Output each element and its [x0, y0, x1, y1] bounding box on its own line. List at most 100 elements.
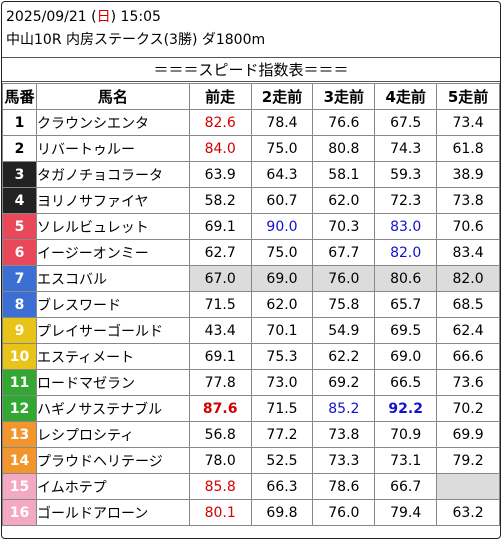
table-row: 14 プラウドヘリテージ 78.0 52.5 73.3 73.1 79.2 — [2, 447, 500, 474]
speed-index-value: 66.7 — [374, 473, 438, 500]
horse-name: ロードマゼラン — [35, 369, 190, 396]
speed-index-value: 73.6 — [436, 369, 500, 396]
horse-name: レシプロシティ — [35, 421, 190, 448]
speed-index-value: 76.6 — [312, 109, 376, 136]
race-title: 中山10R 内房ステークス(3勝) ダ1800m — [6, 32, 266, 48]
horse-number: 2 — [2, 135, 37, 162]
race-weekday: 日 — [96, 9, 111, 25]
table-header-row: 馬番 馬名 前走 2走前 3走前 4走前 5走前 — [2, 83, 500, 110]
race-datetime: 2025/09/21 (日) 15:05 — [6, 9, 161, 25]
col-header-last-race: 前走 — [188, 83, 252, 110]
horse-name: クラウンシエンタ — [35, 109, 190, 136]
speed-index-value: 73.4 — [436, 109, 500, 136]
speed-index-value: 84.0 — [188, 135, 252, 162]
speed-index-value: 67.7 — [312, 239, 376, 266]
speed-index-value: 62.4 — [436, 317, 500, 344]
speed-index-value: 79.4 — [374, 499, 438, 526]
speed-index-value: 69.0 — [374, 343, 438, 370]
speed-index-value: 52.5 — [250, 447, 314, 474]
speed-index-value: 77.2 — [250, 421, 314, 448]
speed-index-value: 66.5 — [374, 369, 438, 396]
speed-index-value: 90.0 — [250, 213, 314, 240]
horse-name: リバートゥルー — [35, 135, 190, 162]
horse-name: プラウドヘリテージ — [35, 447, 190, 474]
col-header-2-races-ago: 2走前 — [250, 83, 314, 110]
table-row: 12 ハギノサステナブル 87.6 71.5 85.2 92.2 70.2 — [2, 395, 500, 422]
speed-index-value: 78.0 — [188, 447, 252, 474]
table-row: 10 エスティメート 69.1 75.3 62.2 69.0 66.6 — [2, 343, 500, 370]
horse-name: ハギノサステナブル — [35, 395, 190, 422]
horse-number: 7 — [2, 265, 37, 292]
speed-index-value: 56.8 — [188, 421, 252, 448]
horse-number: 10 — [2, 343, 37, 370]
speed-index-value: 58.2 — [188, 187, 252, 214]
table-row: 5 ソレルビュレット 69.1 90.0 70.3 83.0 70.6 — [2, 213, 500, 240]
speed-index-value: 73.8 — [436, 187, 500, 214]
horse-name: エスティメート — [35, 343, 190, 370]
speed-index-value: 69.5 — [374, 317, 438, 344]
speed-index-value: 80.1 — [188, 499, 252, 526]
speed-index-value: 82.6 — [188, 109, 252, 136]
table-row: 3 タガノチョコラータ 63.9 64.3 58.1 59.3 38.9 — [2, 161, 500, 188]
speed-index-value: 75.8 — [312, 291, 376, 318]
speed-index-value: 62.0 — [250, 291, 314, 318]
speed-index-value: 70.2 — [436, 395, 500, 422]
speed-index-value: 67.5 — [374, 109, 438, 136]
table-row: 7 エスコバル 67.0 69.0 76.0 80.6 82.0 — [2, 265, 500, 292]
speed-index-value: 59.3 — [374, 161, 438, 188]
speed-index-value: 70.1 — [250, 317, 314, 344]
speed-index-value: 73.1 — [374, 447, 438, 474]
horse-name: プレイサーゴールド — [35, 317, 190, 344]
table-row: 9 プレイサーゴールド 43.4 70.1 54.9 69.5 62.4 — [2, 317, 500, 344]
table-row: 16 ゴールドアローン 80.1 69.8 76.0 79.4 63.2 — [2, 499, 500, 526]
speed-index-value: 76.0 — [312, 499, 376, 526]
horse-number: 12 — [2, 395, 37, 422]
speed-index-value: 60.7 — [250, 187, 314, 214]
speed-index-value: 83.4 — [436, 239, 500, 266]
speed-index-value: 64.3 — [250, 161, 314, 188]
horse-name: ゴールドアローン — [35, 499, 190, 526]
table-row: 13 レシプロシティ 56.8 77.2 73.8 70.9 69.9 — [2, 421, 500, 448]
speed-index-value: 85.8 — [188, 473, 252, 500]
speed-index-value: 85.2 — [312, 395, 376, 422]
speed-index-value: 70.9 — [374, 421, 438, 448]
speed-index-value: 67.0 — [188, 265, 252, 292]
speed-index-value: 70.6 — [436, 213, 500, 240]
horse-number: 13 — [2, 421, 37, 448]
table-row: 15 イムホテプ 85.8 66.3 78.6 66.7 — [2, 473, 500, 500]
speed-index-value: 62.2 — [312, 343, 376, 370]
horse-name: ソレルビュレット — [35, 213, 190, 240]
speed-index-value: 62.0 — [312, 187, 376, 214]
horse-number: 6 — [2, 239, 37, 266]
speed-index-value: 75.0 — [250, 239, 314, 266]
speed-index-value: 80.8 — [312, 135, 376, 162]
speed-index-value: 83.0 — [374, 213, 438, 240]
speed-index-value: 43.4 — [188, 317, 252, 344]
speed-index-value: 71.5 — [250, 395, 314, 422]
table-row: 6 イージーオンミー 62.7 75.0 67.7 82.0 83.4 — [2, 239, 500, 266]
speed-index-value: 78.6 — [312, 473, 376, 500]
horse-name: タガノチョコラータ — [35, 161, 190, 188]
col-header-3-races-ago: 3走前 — [312, 83, 376, 110]
speed-index-value: 69.0 — [250, 265, 314, 292]
speed-index-value: 73.8 — [312, 421, 376, 448]
speed-index-value: 75.0 — [250, 135, 314, 162]
speed-index-value: 82.0 — [374, 239, 438, 266]
speed-index-value: 68.5 — [436, 291, 500, 318]
horse-number: 3 — [2, 161, 37, 188]
col-header-name: 馬名 — [35, 83, 190, 110]
speed-index-value: 66.6 — [436, 343, 500, 370]
horse-number: 11 — [2, 369, 37, 396]
horse-number: 16 — [2, 499, 37, 526]
table-row: 8 ブレスワード 71.5 62.0 75.8 65.7 68.5 — [2, 291, 500, 318]
speed-index-empty — [436, 473, 500, 500]
horse-number: 15 — [2, 473, 37, 500]
speed-index-value: 69.1 — [188, 343, 252, 370]
speed-index-table: 馬番 馬名 前走 2走前 3走前 4走前 5走前 1 クラウンシエンタ 82.6 78… — [2, 83, 500, 526]
speed-index-value: 63.2 — [436, 499, 500, 526]
speed-index-value: 82.0 — [436, 265, 500, 292]
speed-index-value: 80.6 — [374, 265, 438, 292]
col-header-5-races-ago: 5走前 — [436, 83, 500, 110]
col-header-number: 馬番 — [2, 83, 37, 110]
